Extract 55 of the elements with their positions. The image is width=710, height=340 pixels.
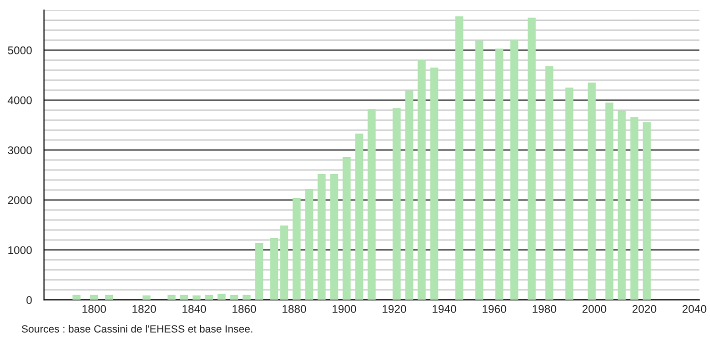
bar <box>495 48 504 300</box>
bar <box>342 157 351 300</box>
x-tick-label: 1800 <box>82 305 106 313</box>
source-note: Sources : base Cassini de l'EHESS et base Insee. <box>22 324 252 333</box>
bar <box>392 108 401 300</box>
bar <box>105 294 114 300</box>
bar <box>218 294 226 300</box>
y-tick-label: 3000 <box>8 146 32 154</box>
x-tick-label: 2020 <box>632 305 656 313</box>
bar <box>405 90 414 300</box>
bar <box>90 294 98 300</box>
bar <box>168 294 176 300</box>
bar <box>180 294 188 300</box>
bar <box>545 66 554 300</box>
bar <box>510 40 518 300</box>
bar <box>642 122 651 300</box>
bar <box>205 294 214 300</box>
bar <box>475 40 484 300</box>
bar <box>355 134 364 300</box>
bar <box>72 294 81 300</box>
bar <box>618 110 626 300</box>
x-tick-label: 1820 <box>132 305 156 313</box>
x-tick-label: 2000 <box>582 305 606 313</box>
bar <box>305 189 314 300</box>
bar <box>588 82 596 300</box>
y-tick-label: 5000 <box>8 46 32 54</box>
y-tick-label: 1000 <box>8 246 32 254</box>
bar <box>430 68 438 300</box>
bar <box>330 174 338 300</box>
x-tick-label: 2040 <box>682 305 706 313</box>
x-tick-label: 1960 <box>482 305 506 313</box>
y-tick-label: 2000 <box>8 196 32 204</box>
bar <box>242 294 251 300</box>
bar <box>368 109 376 300</box>
x-tick-label: 1980 <box>532 305 556 313</box>
bar <box>318 174 326 300</box>
y-tick-label: 0 <box>26 296 32 304</box>
x-tick-label: 1840 <box>182 305 206 313</box>
bar <box>605 102 614 300</box>
bar <box>630 117 638 300</box>
x-tick-label: 1920 <box>382 305 406 313</box>
bar <box>418 60 426 300</box>
bar <box>565 88 574 300</box>
bar <box>280 225 288 300</box>
x-tick-label: 1880 <box>282 305 306 313</box>
bar <box>292 198 301 300</box>
bar <box>270 238 278 300</box>
x-tick-label: 1940 <box>432 305 456 313</box>
x-tick-label: 1860 <box>232 305 256 313</box>
bar <box>455 16 464 300</box>
bar <box>255 242 264 300</box>
x-tick-label: 1900 <box>332 305 356 313</box>
y-tick-label: 4000 <box>8 96 32 104</box>
bar <box>528 18 536 300</box>
bar <box>230 294 238 300</box>
